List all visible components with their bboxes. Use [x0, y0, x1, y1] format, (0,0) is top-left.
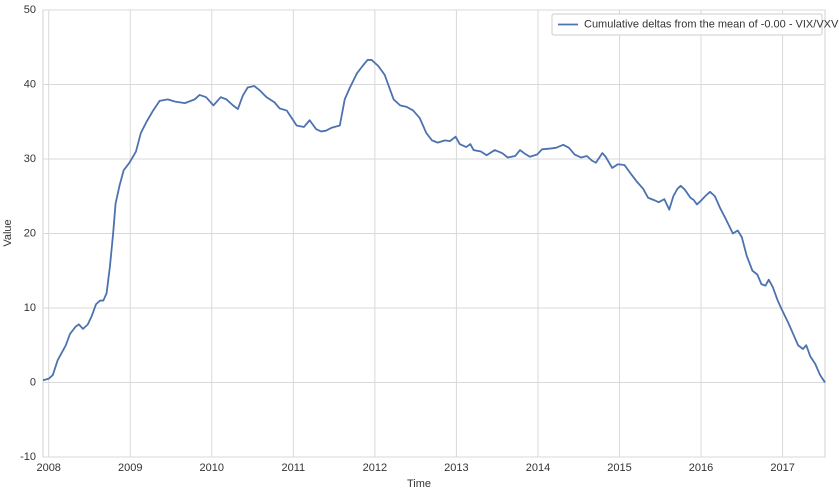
x-axis-label: Time [407, 478, 431, 490]
x-tick-label: 2015 [607, 462, 631, 474]
x-tick-label: 2016 [689, 462, 713, 474]
y-tick-label: 30 [24, 153, 36, 165]
x-tick-label: 2012 [363, 462, 387, 474]
x-tick-label: 2014 [526, 462, 550, 474]
x-tick-label: 2017 [770, 462, 794, 474]
y-tick-label: 0 [30, 376, 36, 388]
y-tick-label: 20 [24, 227, 36, 239]
legend-box [551, 13, 823, 36]
legend: Cumulative deltas from the mean of -0.00… [551, 13, 839, 36]
x-tick-label: 2011 [282, 462, 306, 474]
marks [42, 59, 826, 383]
grid: -10 0 10 20 30 40 50 2008 2009 2010 2011 2012 2013 20… [20, 4, 825, 474]
x-tick-label: 2013 [444, 462, 468, 474]
x-tick-label: 2009 [118, 462, 142, 474]
y-axis-label: Value [2, 219, 14, 246]
y-tick-label: 10 [24, 302, 36, 314]
x-tick-label: 2010 [200, 462, 224, 474]
legend-label: Cumulative deltas from the mean of -0.00… [584, 18, 839, 30]
y-tick-label: -10 [20, 451, 36, 463]
line-series [42, 59, 826, 383]
x-tick-label: 2008 [36, 462, 60, 474]
y-tick-label: 50 [24, 4, 36, 16]
y-tick-label: 40 [24, 78, 36, 90]
